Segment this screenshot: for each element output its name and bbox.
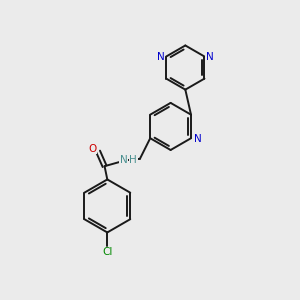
Text: H: H	[129, 155, 137, 165]
Text: O: O	[88, 143, 96, 154]
Text: N: N	[120, 155, 128, 165]
Text: N: N	[206, 52, 214, 61]
Text: N: N	[157, 52, 165, 61]
Text: N: N	[194, 134, 201, 144]
Text: Cl: Cl	[102, 247, 112, 257]
